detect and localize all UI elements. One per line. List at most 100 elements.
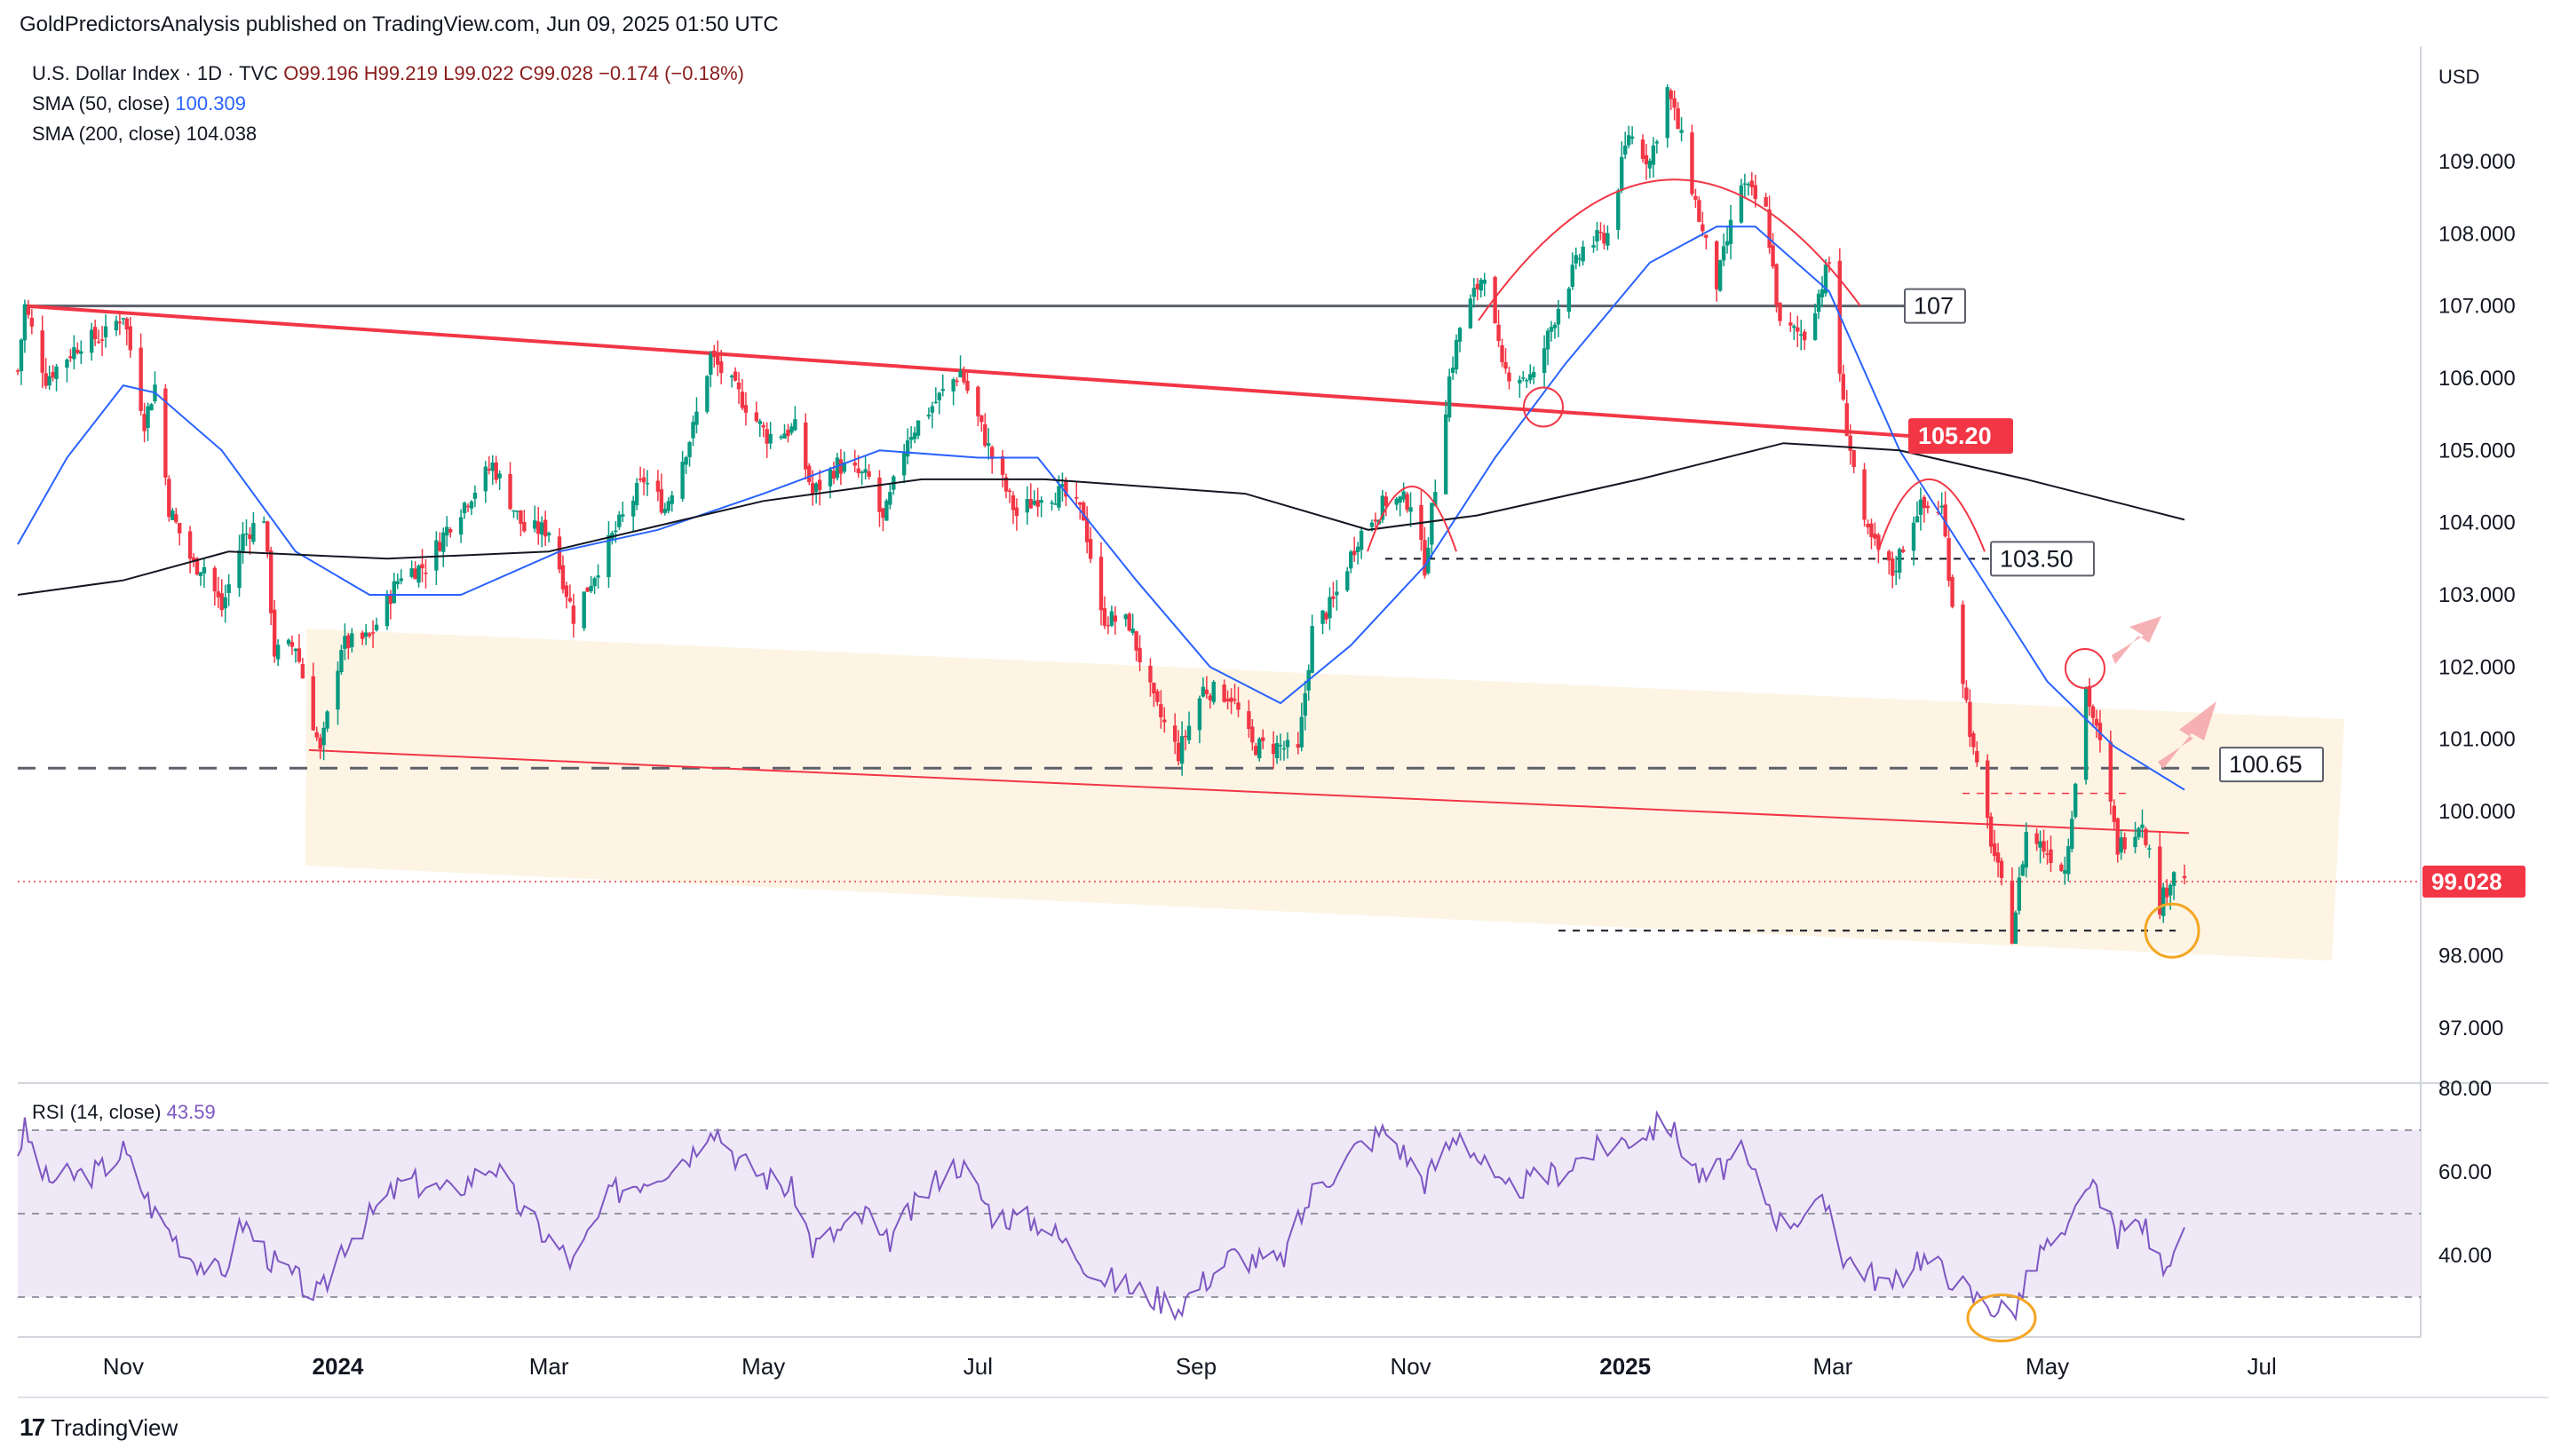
candle <box>360 630 365 645</box>
highlight-circle-orange <box>2144 902 2200 959</box>
candle-body <box>1211 682 1216 702</box>
candle-body <box>121 318 126 320</box>
candle-body <box>1447 376 1452 418</box>
candle-body <box>339 650 344 673</box>
candle-body <box>336 670 340 710</box>
candle <box>958 355 963 378</box>
candle <box>607 521 611 589</box>
candle <box>793 406 797 431</box>
candle <box>1532 366 1536 384</box>
candle-body <box>79 351 83 354</box>
candle <box>1176 730 1181 766</box>
right-shoulder-arc <box>1877 479 1986 552</box>
candle <box>494 455 498 484</box>
candle-body <box>47 376 52 386</box>
candle <box>1848 423 1852 465</box>
candle <box>779 434 783 440</box>
candle-body <box>1552 324 1558 328</box>
candle-body <box>2063 870 2067 874</box>
candle-body <box>1274 743 1280 759</box>
candle <box>1918 487 1923 531</box>
candle-body <box>187 531 193 559</box>
candle-body <box>458 517 464 535</box>
candle <box>248 526 252 555</box>
candle <box>1225 690 1230 710</box>
candle <box>1968 689 1972 748</box>
candle-body <box>1947 538 1951 582</box>
candle <box>1000 450 1005 487</box>
candle-body <box>804 422 808 470</box>
candle-body <box>1616 190 1621 230</box>
candle <box>1250 719 1255 751</box>
candle-body <box>149 404 154 411</box>
candle-body <box>1528 374 1533 380</box>
candle-body <box>1454 339 1459 370</box>
candle <box>72 335 76 370</box>
candle <box>976 385 980 427</box>
candle <box>567 584 573 604</box>
candle <box>838 448 844 486</box>
candle-body <box>585 587 590 592</box>
candle <box>1450 356 1455 380</box>
candle-body <box>1507 372 1511 382</box>
candle-body <box>1025 499 1030 513</box>
price-tick-label: 103.000 <box>2438 583 2516 607</box>
candle-body <box>346 635 351 648</box>
candle <box>1479 277 1483 298</box>
candle <box>709 351 713 388</box>
candle <box>1542 335 1547 389</box>
candle <box>458 509 464 543</box>
candle-body <box>596 575 600 578</box>
candle-body <box>813 483 819 493</box>
candle <box>2087 677 2092 716</box>
candle-body <box>96 341 101 344</box>
candle <box>1827 257 1832 273</box>
candle-body <box>1443 414 1448 495</box>
level-label-box <box>1990 541 2095 577</box>
candle-body <box>1622 145 1628 155</box>
candle <box>1721 233 1726 266</box>
candle-body <box>990 447 995 460</box>
candle-body <box>2161 887 2166 916</box>
candle-body <box>2147 848 2152 850</box>
candle <box>1862 463 1867 527</box>
candle-body <box>1893 570 1899 573</box>
candle <box>219 579 224 617</box>
candle <box>1113 605 1118 635</box>
candle <box>933 387 939 404</box>
candle-body <box>881 508 885 518</box>
candle <box>867 463 871 480</box>
candle-body <box>413 568 417 580</box>
candle-body <box>1995 852 2001 863</box>
candle <box>680 450 685 502</box>
footer-brand[interactable]: 17 TradingView <box>20 1413 178 1442</box>
candle-body <box>1679 130 1684 133</box>
candle <box>768 422 773 449</box>
time-axis: Nov 2024 Mar May Jul Sep Nov 2025 Mar May Jul <box>103 1353 2277 1380</box>
candle <box>1669 88 1673 111</box>
time-tick-label: Mar <box>1813 1353 1853 1380</box>
candle-body <box>1254 746 1258 756</box>
candle <box>29 308 35 335</box>
candle <box>1345 566 1350 592</box>
candle-body <box>26 307 31 315</box>
candle <box>19 338 24 385</box>
candle <box>740 378 745 410</box>
candle <box>1084 506 1090 554</box>
candle-body <box>1577 257 1582 260</box>
candle <box>1943 491 1947 538</box>
candle-body <box>22 304 28 341</box>
candle <box>1816 289 1821 320</box>
candle <box>321 721 326 761</box>
candle-body <box>860 471 864 474</box>
candle <box>1995 843 2001 878</box>
candle <box>831 462 836 485</box>
candle <box>325 709 329 732</box>
candle <box>736 371 741 404</box>
candle <box>1130 613 1135 636</box>
candle-body <box>1651 145 1656 165</box>
candle-body <box>617 514 622 527</box>
candle <box>1714 240 1719 302</box>
candle-body <box>1247 711 1251 730</box>
